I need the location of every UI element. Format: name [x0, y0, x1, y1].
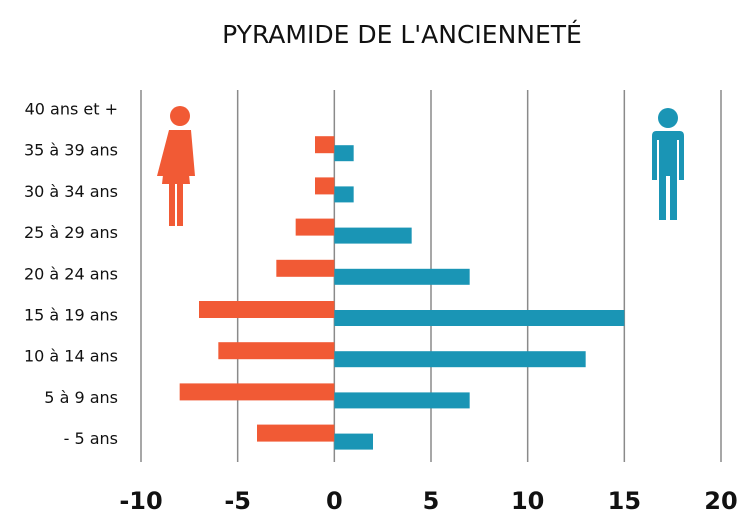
- bar: [334, 351, 586, 368]
- bar: [218, 342, 335, 360]
- bar: [295, 218, 335, 236]
- y-tick-label: 35 à 39 ans: [24, 141, 118, 160]
- bar: [334, 392, 470, 409]
- bar: [257, 424, 335, 442]
- y-tick-label: 25 à 29 ans: [24, 223, 118, 242]
- female-icon: [157, 106, 195, 226]
- bar: [334, 227, 412, 244]
- x-tick-label: 5: [423, 487, 440, 514]
- y-tick-label: 30 à 34 ans: [24, 182, 118, 201]
- x-tick-label: 0: [326, 487, 343, 514]
- bar: [334, 145, 354, 162]
- x-tick-label: -5: [224, 487, 251, 514]
- bar: [199, 301, 335, 318]
- y-tick-label: 40 ans et +: [25, 100, 118, 119]
- y-tick-label: 15 à 19 ans: [24, 306, 118, 325]
- y-tick-label: 20 à 24 ans: [24, 264, 118, 283]
- bar: [179, 383, 335, 401]
- bar: [315, 177, 335, 195]
- x-tick-label: 10: [511, 487, 544, 514]
- male-icon: [652, 108, 684, 220]
- bar: [334, 186, 354, 203]
- y-tick-label: 5 à 9 ans: [44, 388, 118, 407]
- bar: [334, 268, 470, 285]
- x-tick-label: 15: [608, 487, 641, 514]
- bar: [334, 310, 625, 326]
- y-tick-label: - 5 ans: [64, 429, 118, 448]
- x-tick-label: -10: [119, 487, 162, 514]
- x-tick-label: 20: [704, 487, 737, 514]
- chart-title: PYRAMIDE DE L'ANCIENNETÉ: [222, 20, 582, 49]
- bar: [276, 259, 335, 277]
- bar: [334, 433, 373, 450]
- bar: [315, 136, 335, 154]
- y-tick-label: 10 à 14 ans: [24, 347, 118, 366]
